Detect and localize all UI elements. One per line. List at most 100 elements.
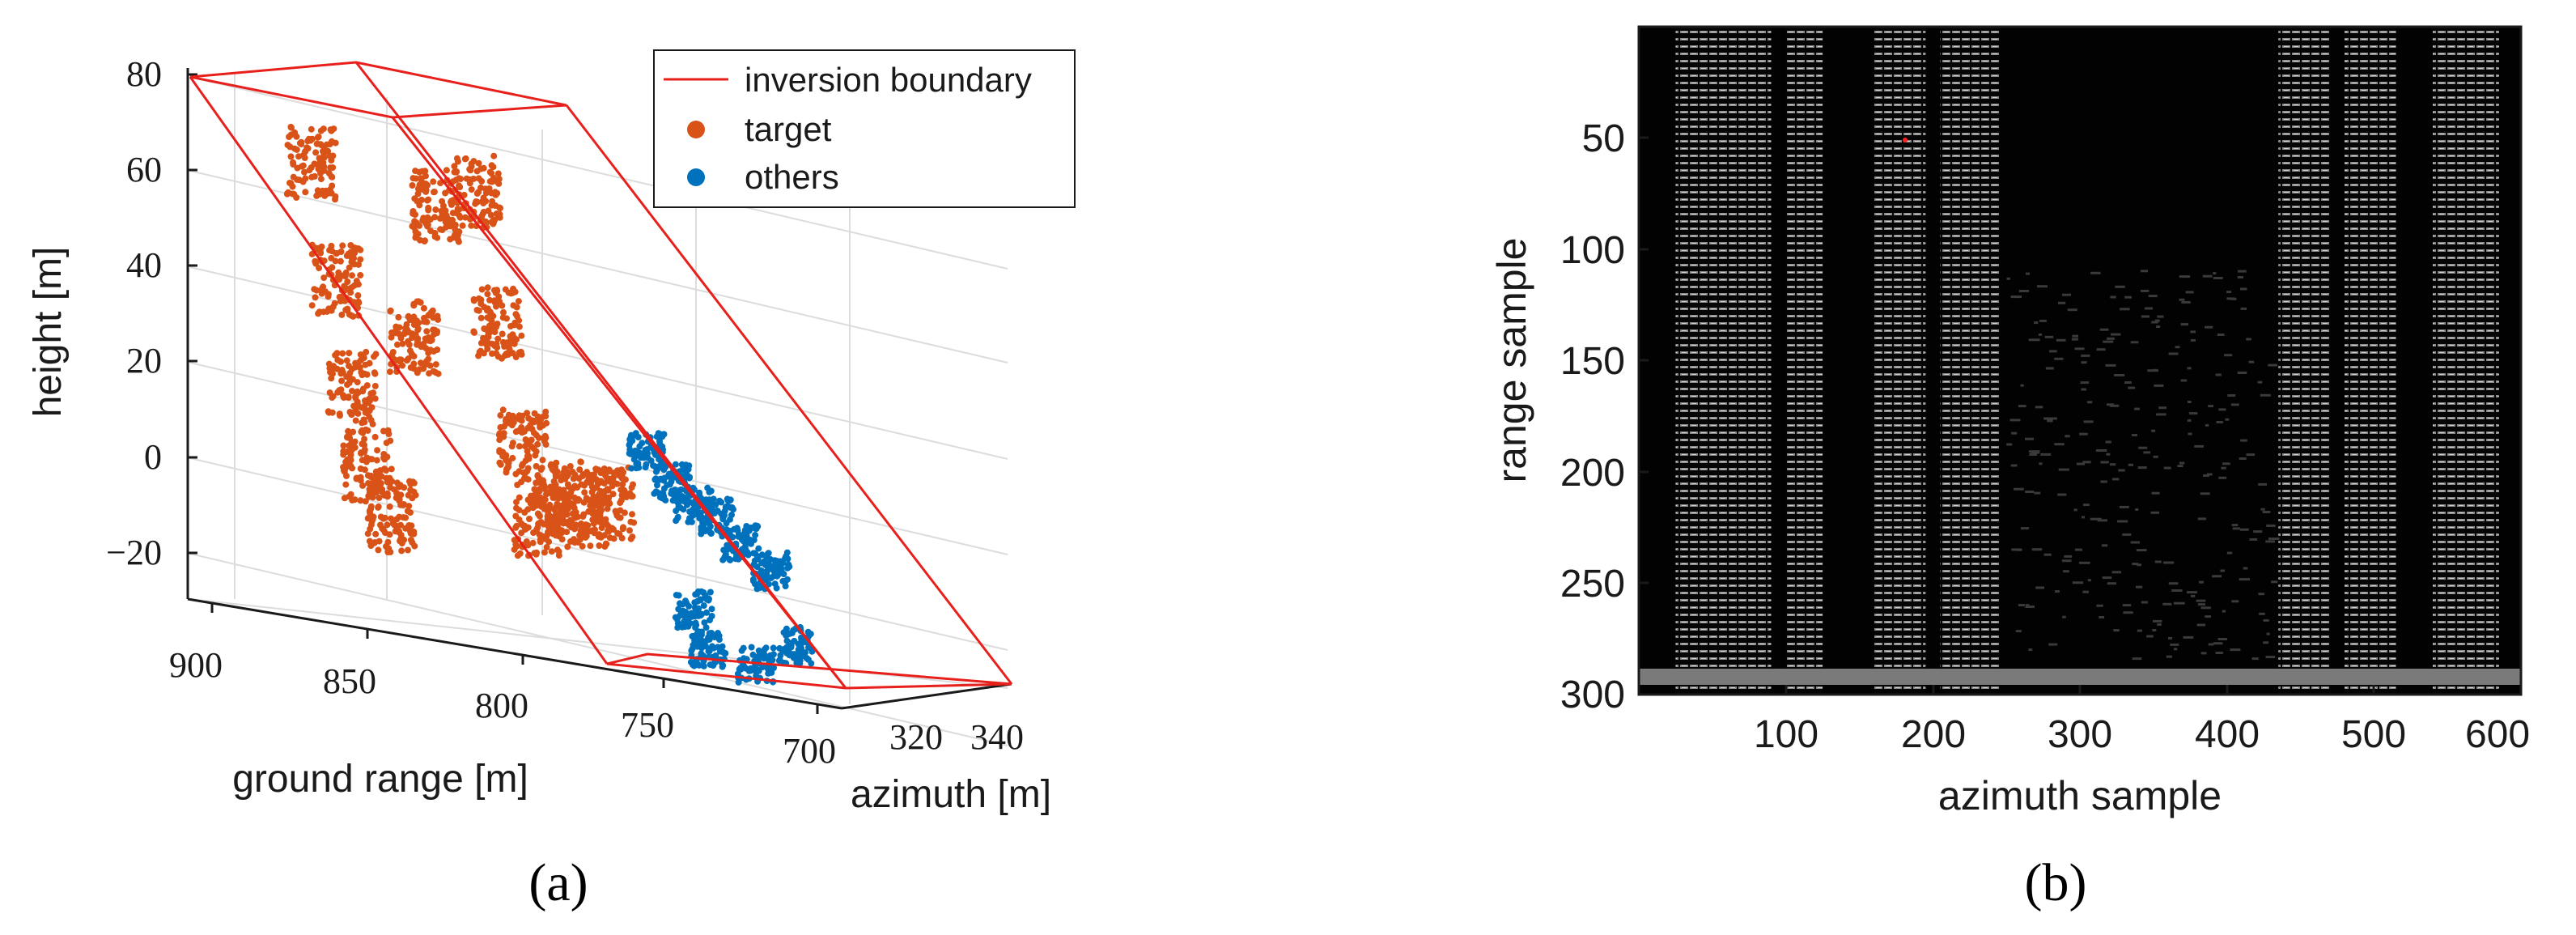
others-point (738, 532, 745, 539)
others-point (762, 562, 770, 568)
speckle (2260, 393, 2271, 397)
target-point (313, 287, 320, 294)
others-point (783, 637, 791, 644)
others-point (654, 482, 660, 489)
target-point (511, 546, 518, 553)
speckle (2221, 466, 2226, 470)
target-point (579, 513, 587, 520)
grid-line (189, 76, 1008, 270)
target-point (481, 304, 488, 311)
target-point (427, 216, 434, 223)
target-point (567, 538, 574, 545)
speckle (2208, 405, 2213, 408)
target-point (509, 454, 516, 461)
target-point (610, 535, 617, 542)
target-point (484, 346, 491, 352)
target-point (567, 463, 574, 470)
speckle (2222, 610, 2226, 613)
speckle (2055, 590, 2060, 593)
target-point (552, 473, 559, 480)
target-point (571, 482, 579, 490)
legend-label: others (745, 158, 839, 196)
others-point (771, 557, 779, 564)
target-point (405, 503, 413, 510)
target-point (586, 476, 593, 483)
target-point (533, 431, 540, 439)
target-point (387, 437, 394, 444)
speckle (2154, 319, 2160, 322)
speckle (2100, 480, 2107, 483)
speckle (2072, 581, 2084, 584)
speckle (2213, 642, 2223, 645)
target-point (311, 172, 318, 180)
target-point (528, 426, 536, 433)
target-point (363, 348, 370, 355)
speckle (2082, 504, 2090, 507)
target-point (475, 175, 482, 182)
speckle (2215, 652, 2223, 654)
speckle (2014, 487, 2024, 491)
target-point (353, 278, 360, 285)
z-tick-label: 20 (126, 341, 162, 380)
speckle (2240, 307, 2247, 310)
target-point (575, 497, 582, 504)
inversion-boundary-box (189, 61, 1013, 690)
speckle (2268, 363, 2277, 367)
target-point (412, 211, 418, 219)
z-axis-label: height [m] (27, 247, 70, 418)
speckle (2143, 451, 2151, 454)
z-tick-marks (188, 73, 197, 555)
target-point (410, 302, 418, 309)
target-point (628, 493, 635, 500)
target-point (494, 189, 501, 197)
speckle (2081, 516, 2085, 519)
others-point (727, 556, 734, 563)
target-point (411, 542, 418, 550)
target-point (371, 382, 379, 389)
target-point (363, 454, 371, 461)
target-point (367, 505, 375, 512)
target-point (520, 428, 528, 436)
speckle (2179, 298, 2185, 301)
speckle (2196, 599, 2206, 602)
target-point (354, 398, 361, 406)
target-point (475, 189, 482, 196)
target-point (449, 217, 456, 224)
x-tick-label: 750 (621, 705, 674, 745)
target-point (343, 357, 350, 364)
target-point (552, 513, 559, 521)
target-point (371, 395, 379, 402)
target-point (359, 482, 367, 489)
speckle (2153, 455, 2158, 458)
speckle (2206, 473, 2213, 476)
target-point (408, 351, 415, 358)
target-point (582, 533, 589, 541)
speckle (2029, 453, 2037, 456)
speckle (2025, 437, 2034, 440)
others-point (630, 432, 637, 440)
target-point (362, 361, 369, 368)
target-point (509, 331, 516, 338)
building-column (2345, 27, 2396, 695)
speckle (2239, 578, 2250, 581)
target-point (316, 265, 323, 272)
target-point (516, 323, 523, 330)
target-point (361, 446, 368, 453)
speckle (2154, 384, 2164, 387)
speckle (2226, 291, 2232, 294)
speckle (2048, 643, 2058, 646)
target-point (342, 458, 350, 465)
target-point (609, 491, 617, 498)
speckle (2040, 453, 2052, 456)
target-point (453, 155, 460, 162)
others-point (706, 630, 713, 637)
target-point (524, 410, 531, 417)
others-point (697, 612, 704, 619)
target-point (308, 125, 315, 133)
others-point (695, 628, 702, 635)
target-point (338, 377, 346, 385)
speckle (2141, 315, 2150, 318)
building-column (1874, 27, 1926, 695)
target-point (357, 465, 364, 472)
speckle (2128, 463, 2134, 466)
